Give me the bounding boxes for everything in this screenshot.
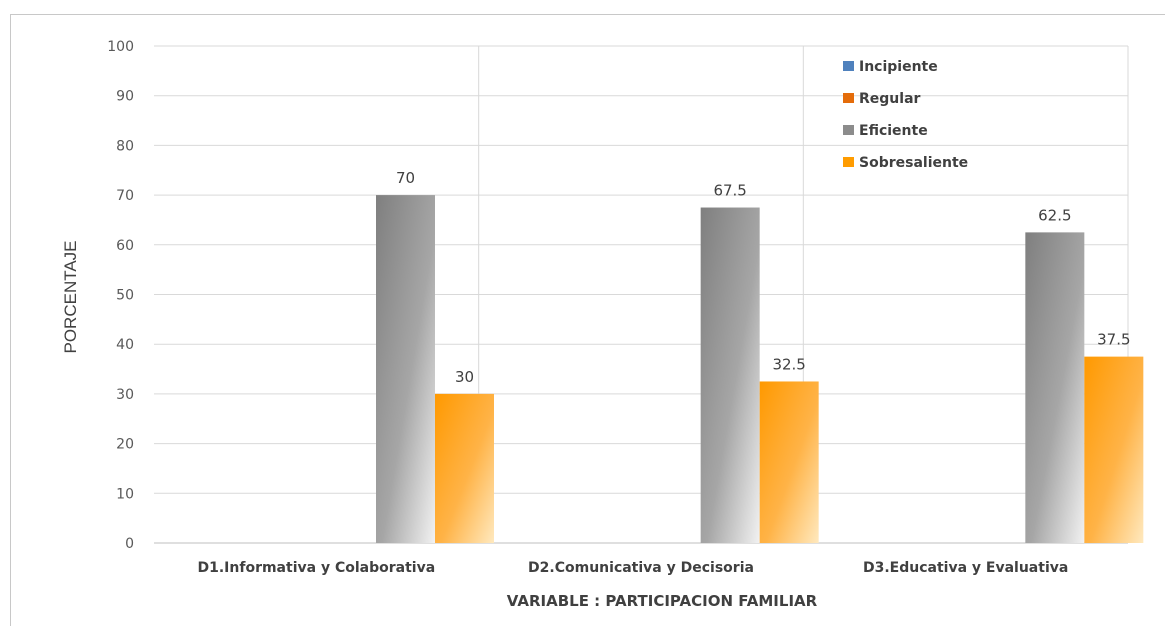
y-tick-label: 10 (116, 486, 134, 502)
x-axis-title: VARIABLE : PARTICIPACION FAMILIAR (507, 592, 818, 610)
y-axis-ticks: 0 10 20 30 40 50 60 70 80 90 100 (107, 39, 134, 552)
x-category-label: D1.Informativa y Colaborativa (198, 560, 436, 576)
data-labels: 70 30 67.5 32.5 62.5 37.5 (396, 169, 1131, 386)
y-axis-title: PORCENTAJE (61, 240, 80, 353)
legend-label: Sobresaliente (859, 155, 968, 171)
data-label: 67.5 (713, 182, 746, 200)
legend: Incipiente Regular Eficiente Sobresaliente (843, 59, 968, 171)
data-label: 70 (396, 169, 415, 187)
bars (376, 195, 1144, 543)
y-tick-label: 90 (116, 89, 134, 105)
x-category-label: D2.Comunicativa y Decisoria (528, 560, 754, 576)
y-tick-label: 70 (116, 188, 134, 204)
legend-swatch-eficiente (843, 125, 854, 135)
bar-eficiente-2 (700, 207, 760, 543)
legend-label: Eficiente (859, 123, 928, 139)
x-axis-categories: D1.Informativa y Colaborativa D2.Comunica… (198, 560, 1069, 576)
legend-label: Incipiente (859, 59, 938, 75)
legend-swatch-regular (843, 93, 854, 103)
bar-eficiente-1 (376, 195, 435, 543)
bar-eficiente-3 (1025, 232, 1085, 543)
y-tick-label: 40 (116, 337, 134, 353)
legend-swatch-sobresaliente (843, 157, 854, 167)
data-label: 37.5 (1097, 331, 1130, 349)
x-category-label: D3.Educativa y Evaluativa (863, 560, 1068, 576)
bar-sobresaliente-1 (435, 393, 494, 543)
data-label: 32.5 (772, 355, 805, 373)
y-tick-label: 0 (125, 536, 134, 552)
y-tick-label: 30 (116, 387, 134, 403)
chart-frame (10, 14, 1165, 626)
y-tick-label: 80 (116, 138, 134, 154)
data-label: 30 (455, 368, 474, 386)
y-tick-label: 50 (116, 288, 134, 304)
y-tick-label: 100 (107, 39, 134, 55)
bar-sobresaliente-3 (1084, 356, 1144, 543)
y-tick-label: 60 (116, 238, 134, 254)
data-label: 62.5 (1038, 206, 1071, 224)
bar-sobresaliente-2 (759, 381, 819, 543)
legend-swatch-incipiente (843, 61, 854, 71)
y-tick-label: 20 (116, 437, 134, 453)
legend-label: Regular (859, 91, 921, 107)
gridlines (154, 45, 1129, 544)
